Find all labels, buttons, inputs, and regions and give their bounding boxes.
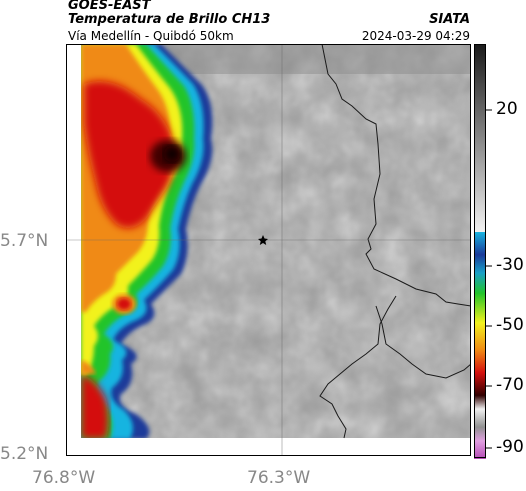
cold-cloud-cluster xyxy=(81,44,213,439)
colorbar-tick-minus70: -70 xyxy=(496,375,524,395)
colorbar-gray-segment xyxy=(474,44,486,232)
lon-label-76.3: 76.3°W xyxy=(247,468,311,488)
star-icon xyxy=(258,235,268,245)
lat-label-5.2: 5.2°N xyxy=(0,444,49,464)
colorbar-tick-minus50: -50 xyxy=(496,315,524,335)
product-title: Temperatura de Brillo CH13 xyxy=(68,12,271,27)
satellite-map xyxy=(66,44,471,456)
boundary-lines xyxy=(319,44,471,439)
colorbar-tick-minus90: -90 xyxy=(496,437,524,457)
satellite-title: GOES-EAST xyxy=(68,0,151,13)
nodata-strip xyxy=(66,438,471,456)
map-frame xyxy=(66,44,471,456)
region-subtitle: Vía Medellín - Quibdó 50km xyxy=(68,29,234,43)
agency-label: SIATA xyxy=(429,12,470,27)
lat-label-5.7: 5.7°N xyxy=(0,231,49,251)
colorbar-tick-minus30: -30 xyxy=(496,255,524,275)
colorbar-tick-20: 20 xyxy=(496,99,518,119)
datetime-label: 2024-03-29 04:29 xyxy=(361,29,470,43)
colorbar xyxy=(474,44,492,459)
colorbar-color-segment xyxy=(474,232,486,459)
lon-label-76.8: 76.8°W xyxy=(32,468,96,488)
